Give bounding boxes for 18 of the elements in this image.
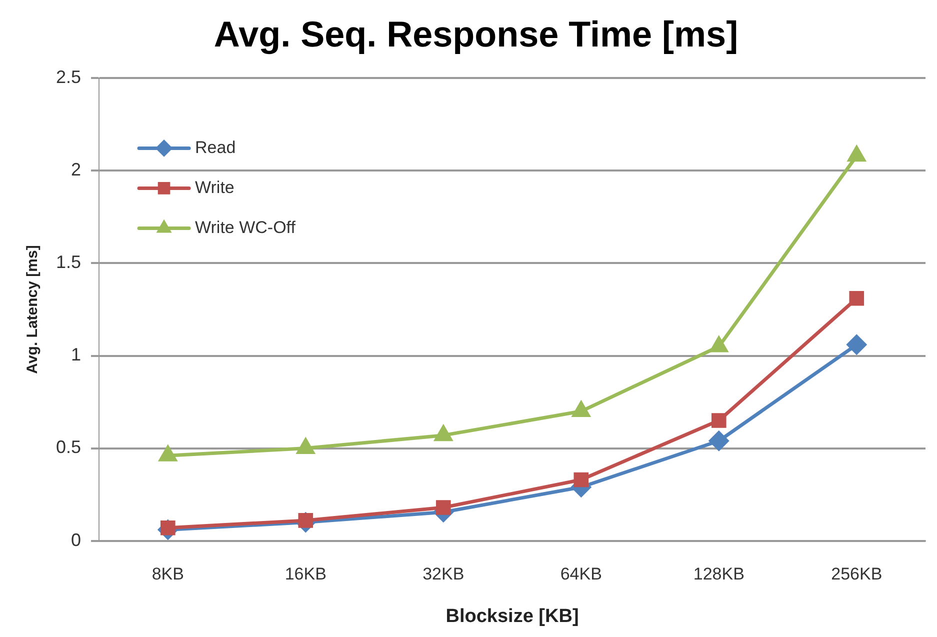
x-tick-label: 16KB (284, 564, 326, 584)
x-tick-label: 32KB (422, 564, 464, 584)
legend-label: Write (195, 178, 234, 197)
x-tick-label: 8KB (152, 564, 184, 584)
y-tick-label: 0.5 (56, 437, 82, 458)
x-tick-label: 128KB (693, 564, 744, 584)
y-axis-title: Avg. Latency [ms] (24, 245, 42, 374)
y-tick-label: 2.5 (56, 67, 82, 88)
y-tick-label: 2 (71, 160, 82, 180)
x-tick-label: 64KB (560, 564, 602, 584)
legend-label: Read (195, 138, 236, 157)
x-axis-title: Blocksize [KB] (446, 606, 579, 627)
chart-title: Avg. Seq. Response Time [ms] (214, 14, 738, 55)
y-tick-label: 0 (71, 530, 82, 550)
legend-label: Write WC-Off (195, 218, 296, 237)
x-tick-label: 256KB (831, 564, 882, 584)
y-tick-label: 1.5 (56, 252, 82, 272)
y-tick-label: 1 (71, 344, 82, 365)
